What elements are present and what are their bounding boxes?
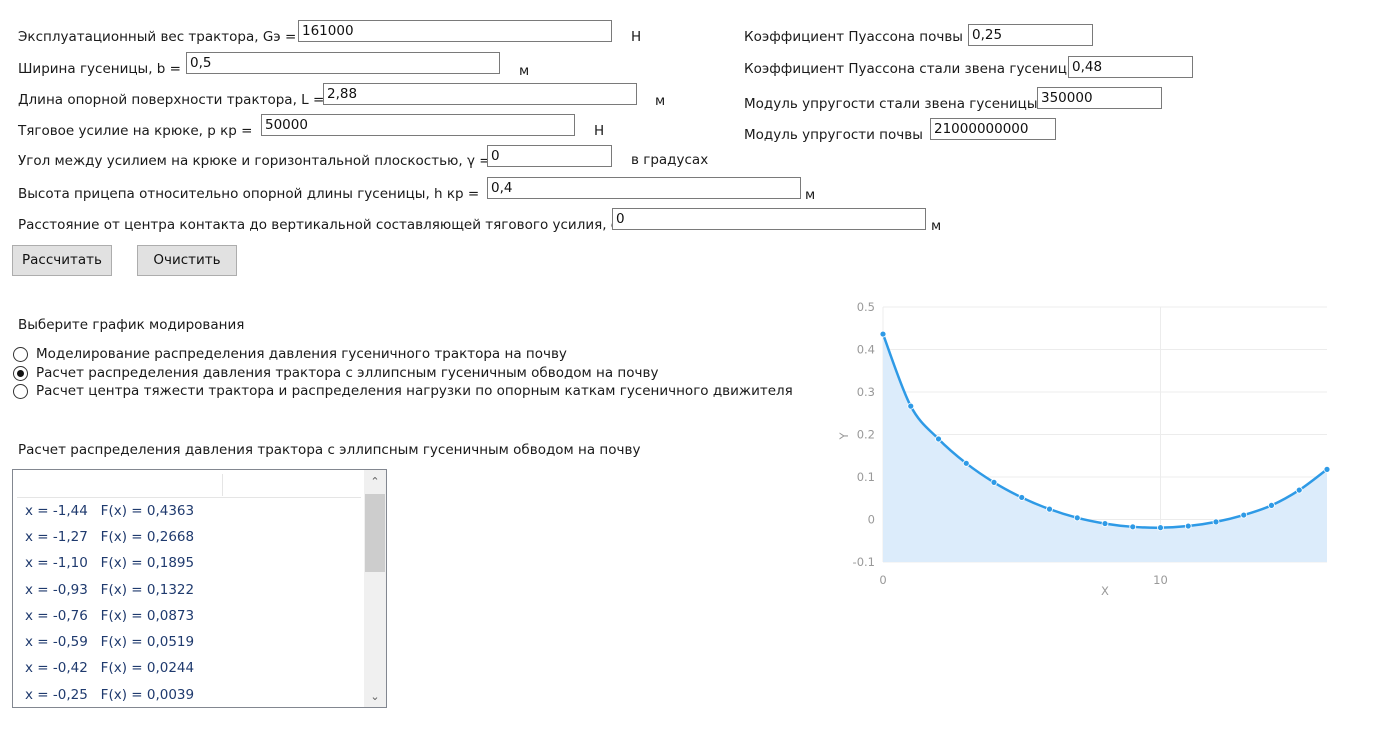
list-item[interactable]: x = -0,76 F(x) = 0,0873 bbox=[25, 608, 195, 624]
length-input[interactable]: 2,88 bbox=[323, 83, 637, 105]
width-input[interactable]: 0,5 bbox=[186, 52, 500, 74]
data-point bbox=[1184, 522, 1192, 530]
pressure-chart: 0.5 0.4 0.3 0.2 0.1 0 -0.1 0 10 X Y bbox=[837, 300, 1331, 598]
radio-label: Расчет центра тяжести трактора и распред… bbox=[36, 383, 793, 399]
traction-input[interactable]: 50000 bbox=[261, 114, 575, 136]
distance-label: Расстояние от центра контакта до вертика… bbox=[18, 217, 634, 233]
y-tick-label: 0.1 bbox=[857, 470, 875, 484]
poisson-soil-input[interactable]: 0,25 bbox=[968, 24, 1093, 46]
list-item[interactable]: x = -0,59 F(x) = 0,0519 bbox=[25, 634, 195, 650]
weight-unit: Н bbox=[631, 29, 642, 45]
y-tick-label: 0.4 bbox=[857, 343, 875, 357]
results-listbox[interactable]: x = -1,44 F(x) = 0,4363 x = -1,27 F(x) =… bbox=[12, 469, 387, 708]
modulus-steel-input[interactable]: 350000 bbox=[1037, 87, 1162, 109]
angle-input[interactable]: 0 bbox=[487, 145, 612, 167]
list-item[interactable]: x = -1,10 F(x) = 0,1895 bbox=[25, 555, 195, 571]
data-point bbox=[1240, 511, 1248, 519]
traction-label: Тяговое усилие на крюке, р кр = bbox=[18, 123, 253, 139]
y-tick-label: -0.1 bbox=[853, 555, 875, 569]
angle-unit: в градусах bbox=[631, 152, 709, 168]
data-point bbox=[1129, 523, 1137, 531]
results-title: Расчет распределения давления трактора с… bbox=[18, 442, 641, 458]
radio-label: Расчет распределения давления трактора с… bbox=[36, 365, 659, 381]
width-label: Ширина гусеницы, b = bbox=[18, 61, 181, 77]
data-point bbox=[1018, 494, 1026, 501]
data-point bbox=[1268, 501, 1275, 509]
data-point bbox=[1046, 505, 1053, 513]
data-point bbox=[907, 402, 915, 410]
data-point bbox=[1323, 465, 1331, 473]
x-axis-label: X bbox=[1101, 584, 1109, 598]
data-point bbox=[1157, 524, 1164, 532]
radio-option-center-of-gravity[interactable]: Расчет центра тяжести трактора и распред… bbox=[13, 382, 793, 400]
scroll-down-icon[interactable]: ⌄ bbox=[370, 690, 380, 703]
radio-button[interactable] bbox=[13, 346, 28, 362]
length-unit: м bbox=[655, 93, 666, 109]
traction-unit: Н bbox=[594, 123, 605, 139]
radio-button[interactable] bbox=[13, 365, 28, 381]
graph-select-title: Выберите график модирования bbox=[18, 317, 245, 333]
modulus-soil-input[interactable]: 21000000000 bbox=[930, 118, 1056, 140]
y-tick-label: 0 bbox=[868, 513, 875, 527]
length-label: Длина опорной поверхности трактора, L = bbox=[18, 92, 325, 108]
angle-label: Угол между усилием на крюке и горизонтал… bbox=[18, 153, 491, 169]
radio-label: Моделирование распределения давления гус… bbox=[36, 346, 567, 362]
list-item[interactable]: x = -1,27 F(x) = 0,2668 bbox=[25, 529, 195, 545]
data-point bbox=[1295, 486, 1303, 494]
list-item[interactable]: x = -0,42 F(x) = 0,0244 bbox=[25, 660, 195, 676]
data-point bbox=[1212, 518, 1220, 526]
width-unit: м bbox=[519, 63, 530, 79]
radio-option-pressure-model[interactable]: Моделирование распределения давления гус… bbox=[13, 345, 567, 363]
data-point bbox=[1101, 520, 1109, 527]
data-point bbox=[879, 330, 887, 338]
distance-unit: м bbox=[931, 218, 942, 234]
height-input[interactable]: 0,4 bbox=[487, 177, 801, 199]
x-tick-label: 10 bbox=[1153, 573, 1168, 587]
modulus-soil-label: Модуль упругости почвы bbox=[744, 127, 923, 143]
weight-input[interactable]: 161000 bbox=[298, 20, 612, 42]
data-point bbox=[990, 478, 998, 486]
y-axis-label: Y bbox=[837, 432, 851, 441]
scroll-up-icon[interactable]: ⌃ bbox=[370, 475, 380, 488]
list-item[interactable]: x = -0,25 F(x) = 0,0039 bbox=[25, 687, 195, 703]
poisson-steel-input[interactable]: 0,48 bbox=[1068, 56, 1193, 78]
clear-button[interactable]: Очистить bbox=[137, 245, 237, 276]
scrollbar[interactable]: ⌃ ⌄ bbox=[364, 470, 386, 707]
distance-input[interactable]: 0 bbox=[612, 208, 926, 230]
poisson-steel-label: Коэффициент Пуассона стали звена гусениц… bbox=[744, 61, 1078, 77]
weight-label: Эксплуатационный вес трактора, Gэ = bbox=[18, 29, 297, 45]
calculate-button[interactable]: Рассчитать bbox=[12, 245, 112, 276]
radio-button[interactable] bbox=[13, 383, 28, 399]
y-tick-label: 0.2 bbox=[857, 428, 875, 442]
series-area bbox=[883, 334, 1327, 562]
height-label: Высота прицепа относительно опорной длин… bbox=[18, 186, 480, 202]
height-unit: м bbox=[805, 187, 816, 203]
modulus-steel-label: Модуль упругости стали звена гусеницы bbox=[744, 96, 1038, 112]
y-tick-label: 0.5 bbox=[857, 300, 875, 314]
list-item[interactable]: x = -1,44 F(x) = 0,4363 bbox=[25, 503, 195, 519]
list-item[interactable]: x = -0,93 F(x) = 0,1322 bbox=[25, 582, 195, 598]
poisson-soil-label: Коэффициент Пуассона почвы bbox=[744, 29, 963, 45]
data-point bbox=[1073, 514, 1081, 522]
y-tick-label: 0.3 bbox=[857, 385, 875, 399]
data-point bbox=[962, 459, 970, 467]
radio-option-ellipse-pressure[interactable]: Расчет распределения давления трактора с… bbox=[13, 364, 658, 382]
list-header bbox=[17, 470, 361, 498]
scrollbar-thumb[interactable] bbox=[365, 494, 385, 572]
data-point bbox=[935, 435, 942, 443]
x-tick-label: 0 bbox=[879, 573, 886, 587]
